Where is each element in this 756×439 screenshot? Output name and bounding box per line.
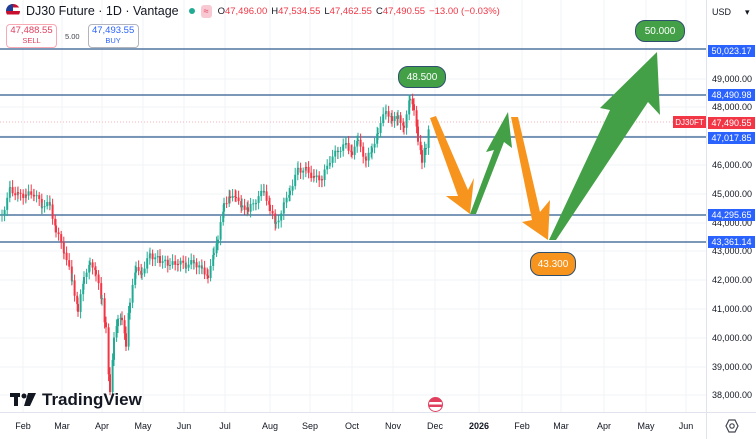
- level-label: 47,017.85: [708, 132, 755, 144]
- symbol-price-tag: DJ30FT: [673, 116, 706, 128]
- level-label: 43,361.14: [708, 236, 755, 248]
- price-tick: 48,000.00: [711, 102, 752, 112]
- sell-price: 47,488.55: [10, 25, 53, 36]
- time-label: 2026: [468, 421, 490, 431]
- target-low-annotation[interactable]: 43.300: [530, 252, 576, 276]
- time-label: Mar: [54, 421, 70, 431]
- time-label: Oct: [344, 421, 360, 431]
- time-label: Apr: [94, 421, 110, 431]
- level-label: 44,295.65: [708, 209, 755, 221]
- chart-settings-button[interactable]: [706, 412, 756, 439]
- price-tick: 40,000.00: [711, 333, 752, 343]
- chart-canvas: [0, 0, 706, 412]
- earnings-event-icon[interactable]: [428, 397, 443, 412]
- market-open-dot-icon: [188, 8, 195, 14]
- time-label: Aug: [261, 421, 279, 431]
- low-value: 47,462.55: [329, 5, 372, 17]
- symbol-title[interactable]: DJ30 Future · 1D · Vantage: [26, 4, 179, 18]
- time-label: Apr: [596, 421, 612, 431]
- currency-selector[interactable]: USD ▾: [712, 7, 750, 17]
- price-tick: 42,000.00: [711, 275, 752, 285]
- level-label: 48,490.98: [708, 89, 755, 101]
- buy-button[interactable]: 47,493.55 BUY: [87, 24, 139, 48]
- price-tick: 44,000.00: [711, 218, 752, 228]
- price-tick: 49,000.00: [711, 74, 752, 84]
- trade-panel: 47,488.55 SELL 5.00 47,493.55 BUY: [6, 24, 139, 48]
- time-label: Jun: [176, 421, 192, 431]
- change-value: −13.00 (−0.03%): [429, 5, 500, 17]
- time-axis[interactable]: Feb Mar Apr May Jun Jul Aug Sep Oct Nov …: [0, 412, 706, 439]
- tradingview-icon: [10, 393, 36, 406]
- us-flag-icon: [6, 4, 20, 18]
- sell-button[interactable]: 47,488.55 SELL: [6, 24, 57, 48]
- time-label: May: [134, 421, 152, 431]
- time-label: Sep: [301, 421, 319, 431]
- time-label: Feb: [514, 421, 530, 431]
- settings-gear-icon: [724, 419, 739, 433]
- symbol-header: DJ30 Future · 1D · Vantage ≈ O47,496.00 …: [6, 4, 500, 18]
- time-label: May: [637, 421, 655, 431]
- target-high-annotation[interactable]: 50.000: [635, 20, 685, 42]
- current-price-label: 47,490.55: [708, 117, 755, 129]
- time-label: Jun: [678, 421, 694, 431]
- price-axis[interactable]: USD ▾ 49,000.00 48,000.00 46,000.00 45,00…: [706, 0, 756, 412]
- level-label: 50,023.17: [708, 45, 755, 57]
- sell-label: SELL: [22, 36, 41, 45]
- tradingview-logo[interactable]: TradingView: [10, 390, 142, 410]
- close-value: 47,490.55: [382, 5, 426, 17]
- wave-icon[interactable]: ≈: [200, 4, 212, 18]
- time-label: Jul: [219, 421, 231, 431]
- time-label: Nov: [384, 421, 402, 431]
- price-tick: 38,000.00: [711, 390, 752, 400]
- price-tick: 41,000.00: [711, 304, 752, 314]
- price-tick: 39,000.00: [711, 362, 752, 372]
- buy-label: BUY: [105, 36, 121, 45]
- buy-price: 47,493.55: [91, 25, 135, 36]
- ohlc-values: O47,496.00 H47,534.55 L47,462.55 C47,490…: [217, 5, 500, 17]
- price-tick: 46,000.00: [711, 160, 752, 170]
- time-label: Mar: [553, 421, 569, 431]
- price-tick: 45,000.00: [711, 189, 752, 199]
- high-value: 47,534.55: [278, 5, 321, 17]
- chevron-down-icon: ▾: [745, 7, 750, 17]
- time-label: Dec: [426, 421, 444, 431]
- recent-high-annotation[interactable]: 48.500: [398, 66, 446, 88]
- open-value: 47,496.00: [224, 5, 268, 17]
- price-tick: 43,000.00: [711, 246, 752, 256]
- chart-plot-area[interactable]: [0, 0, 706, 412]
- logo-text: TradingView: [42, 390, 142, 409]
- time-label: Feb: [15, 421, 31, 431]
- spread-value: 5.00: [65, 31, 80, 41]
